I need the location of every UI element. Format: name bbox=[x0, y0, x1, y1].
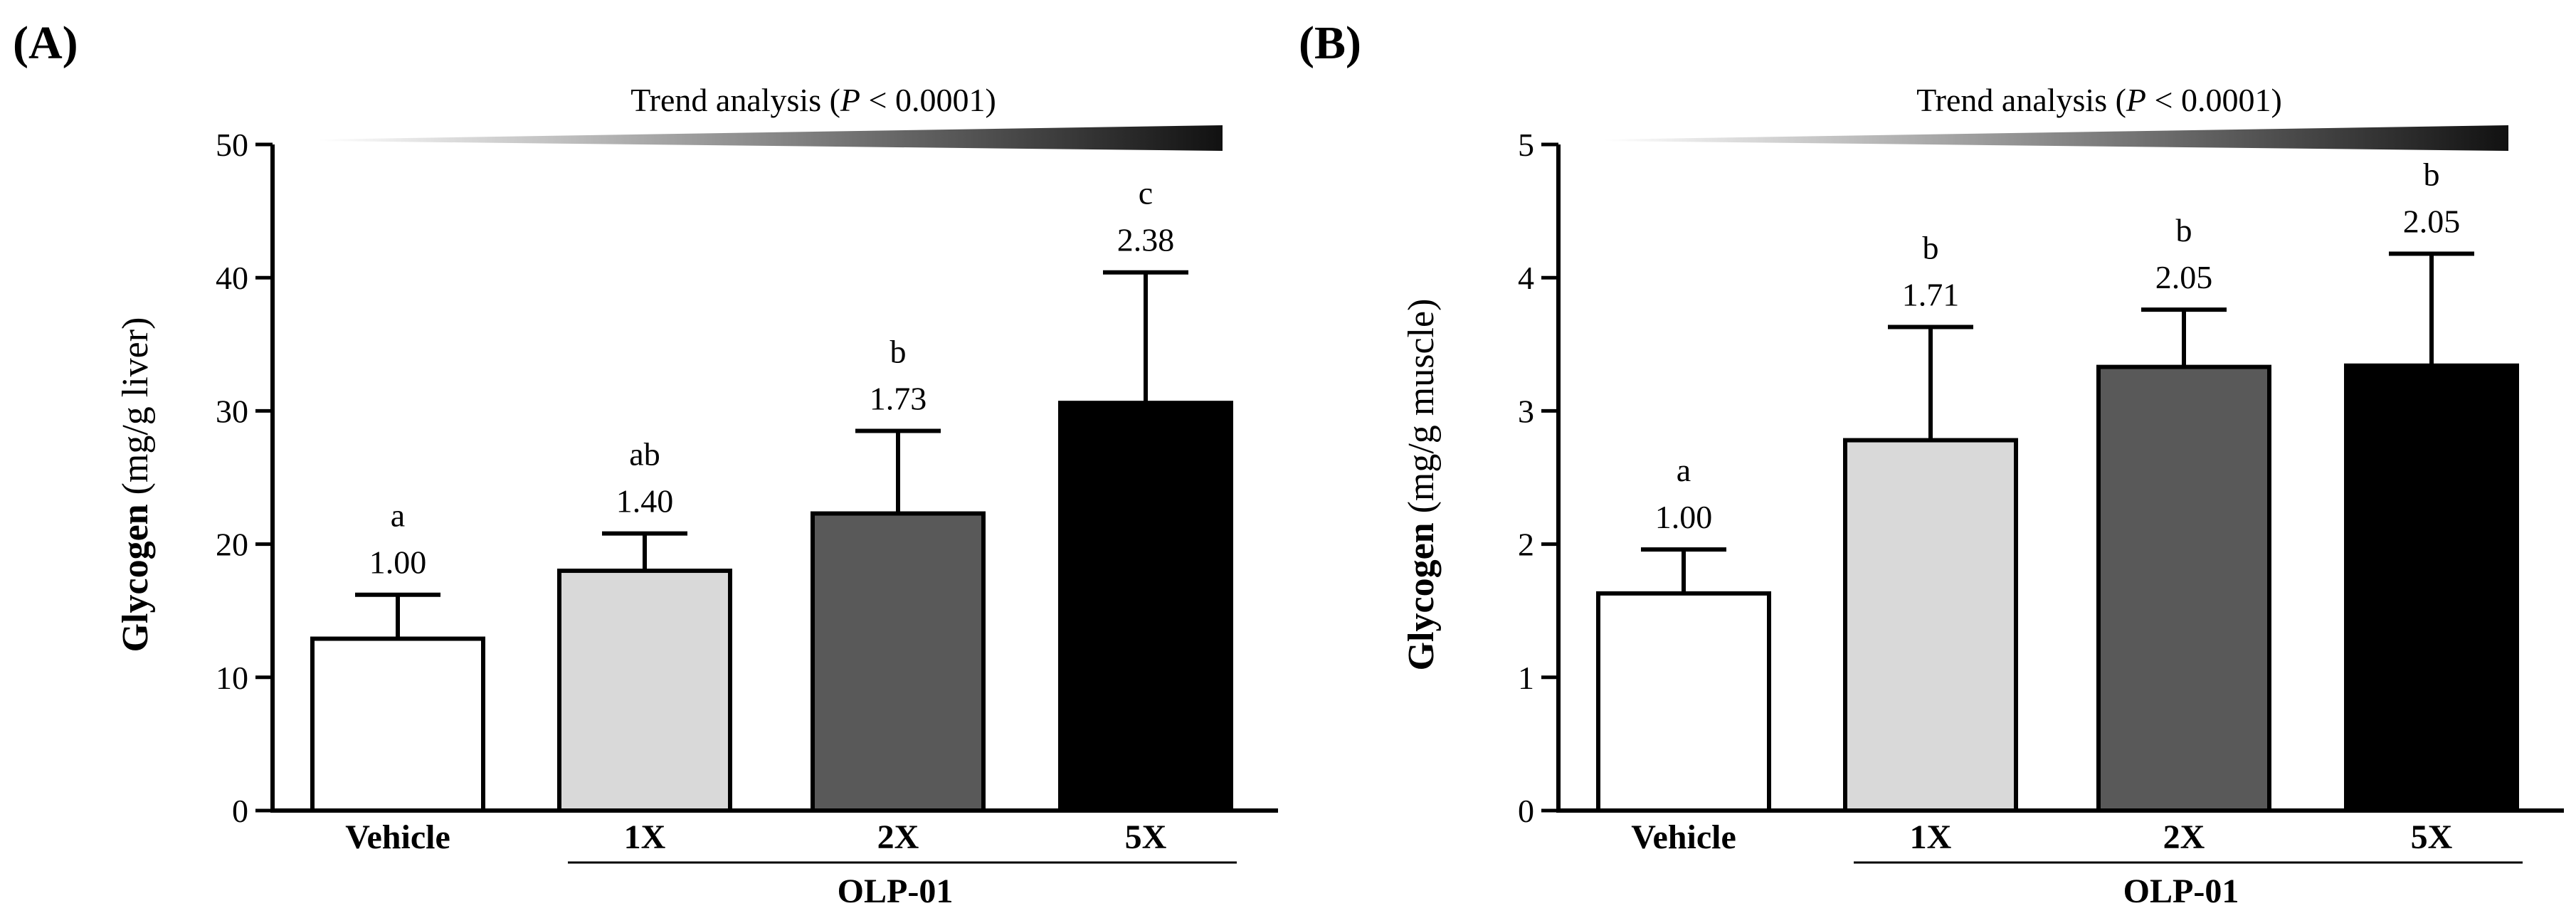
x-category-label: 5X bbox=[1125, 818, 1167, 856]
bar-vehicle bbox=[1596, 591, 1771, 813]
bar-1x bbox=[1843, 438, 2018, 813]
panel-a-liver-glycogen: (A) Trend analysis (P < 0.0001) 0 10 20 30 40 5… bbox=[13, 17, 1278, 910]
y-tick-label: 2 bbox=[1518, 527, 1534, 563]
fold-change-label: 1.73 bbox=[870, 380, 927, 416]
fold-change-label: 2.05 bbox=[2403, 204, 2461, 240]
fold-change-label: 1.40 bbox=[616, 483, 674, 519]
significance-letter: b bbox=[2424, 157, 2440, 193]
y-tick-label: 0 bbox=[232, 793, 248, 829]
trend-p-symbol: P bbox=[840, 82, 860, 118]
x-category-label: Vehicle bbox=[1631, 818, 1736, 856]
y-axis-title-units: (mg/g muscle) bbox=[1401, 299, 1442, 523]
x-category-label: 5X bbox=[2411, 818, 2453, 856]
y-axis-title: Glycogen (mg/g liver) bbox=[115, 317, 156, 653]
significance-letter: a bbox=[391, 497, 405, 534]
x-category-label: Vehicle bbox=[345, 818, 450, 856]
x-category-label: 1X bbox=[1910, 818, 1952, 856]
bar-1x bbox=[557, 569, 732, 813]
trend-text-suffix: < 0.0001) bbox=[860, 82, 996, 118]
significance-letter: b bbox=[890, 333, 907, 369]
trend-text-suffix: < 0.0001) bbox=[2146, 82, 2282, 118]
trend-p-symbol: P bbox=[2126, 82, 2146, 118]
y-tick-label: 1 bbox=[1518, 660, 1534, 696]
y-tick-label: 50 bbox=[216, 127, 248, 163]
fold-change-label: 1.00 bbox=[1655, 499, 1713, 535]
y-axis-title-bold: Glycogen bbox=[1401, 522, 1442, 670]
y-axis-title-bold: Glycogen bbox=[115, 504, 156, 652]
y-tick-label: 4 bbox=[1518, 260, 1534, 296]
y-tick-label: 3 bbox=[1518, 393, 1534, 429]
y-tick-label: 0 bbox=[1518, 793, 1534, 829]
fold-change-label: 2.05 bbox=[2155, 259, 2213, 295]
y-tick-label: 30 bbox=[216, 393, 248, 429]
fold-change-label: 1.71 bbox=[1902, 276, 1960, 312]
bar-vehicle bbox=[310, 636, 485, 813]
trend-analysis-label: Trend analysis (P < 0.0001) bbox=[1916, 82, 2282, 118]
y-tick-label: 5 bbox=[1518, 127, 1534, 163]
x-category-label: 2X bbox=[877, 818, 919, 856]
x-category-label: 1X bbox=[624, 818, 666, 856]
panel-label: (B) bbox=[1299, 17, 1361, 69]
panel-b-muscle-glycogen: (B) Trend analysis (P < 0.0001) 0 1 2 3 4 5 Glyc… bbox=[1299, 17, 2564, 910]
panel-label: (A) bbox=[13, 17, 78, 69]
trend-text-prefix: Trend analysis ( bbox=[1916, 82, 2126, 118]
significance-letter: c bbox=[1139, 175, 1153, 211]
group-label-olp01: OLP-01 bbox=[2123, 872, 2239, 910]
trend-analysis-label: Trend analysis (P < 0.0001) bbox=[630, 82, 996, 118]
trend-text-prefix: Trend analysis ( bbox=[630, 82, 840, 118]
trend-wedge bbox=[1605, 125, 2508, 151]
bar-2x bbox=[811, 511, 986, 813]
y-tick-label: 40 bbox=[216, 260, 248, 296]
fold-change-label: 2.38 bbox=[1117, 222, 1175, 258]
bar-5x bbox=[1058, 401, 1233, 813]
significance-letter: a bbox=[1677, 452, 1691, 488]
y-axis-title-units: (mg/g liver) bbox=[115, 317, 156, 505]
y-tick-label: 10 bbox=[216, 660, 248, 696]
y-tick-label: 20 bbox=[216, 527, 248, 563]
fold-change-label: 1.00 bbox=[369, 544, 427, 581]
significance-letter: b bbox=[1923, 229, 1939, 265]
trend-wedge bbox=[319, 125, 1223, 151]
x-category-label: 2X bbox=[2163, 818, 2205, 856]
bar-5x bbox=[2344, 363, 2519, 813]
y-axis-title: Glycogen (mg/g muscle) bbox=[1401, 299, 1442, 671]
significance-letter: b bbox=[2176, 212, 2192, 248]
significance-letter: ab bbox=[629, 436, 660, 473]
bar-2x bbox=[2096, 364, 2271, 813]
group-label-olp01: OLP-01 bbox=[838, 872, 954, 910]
